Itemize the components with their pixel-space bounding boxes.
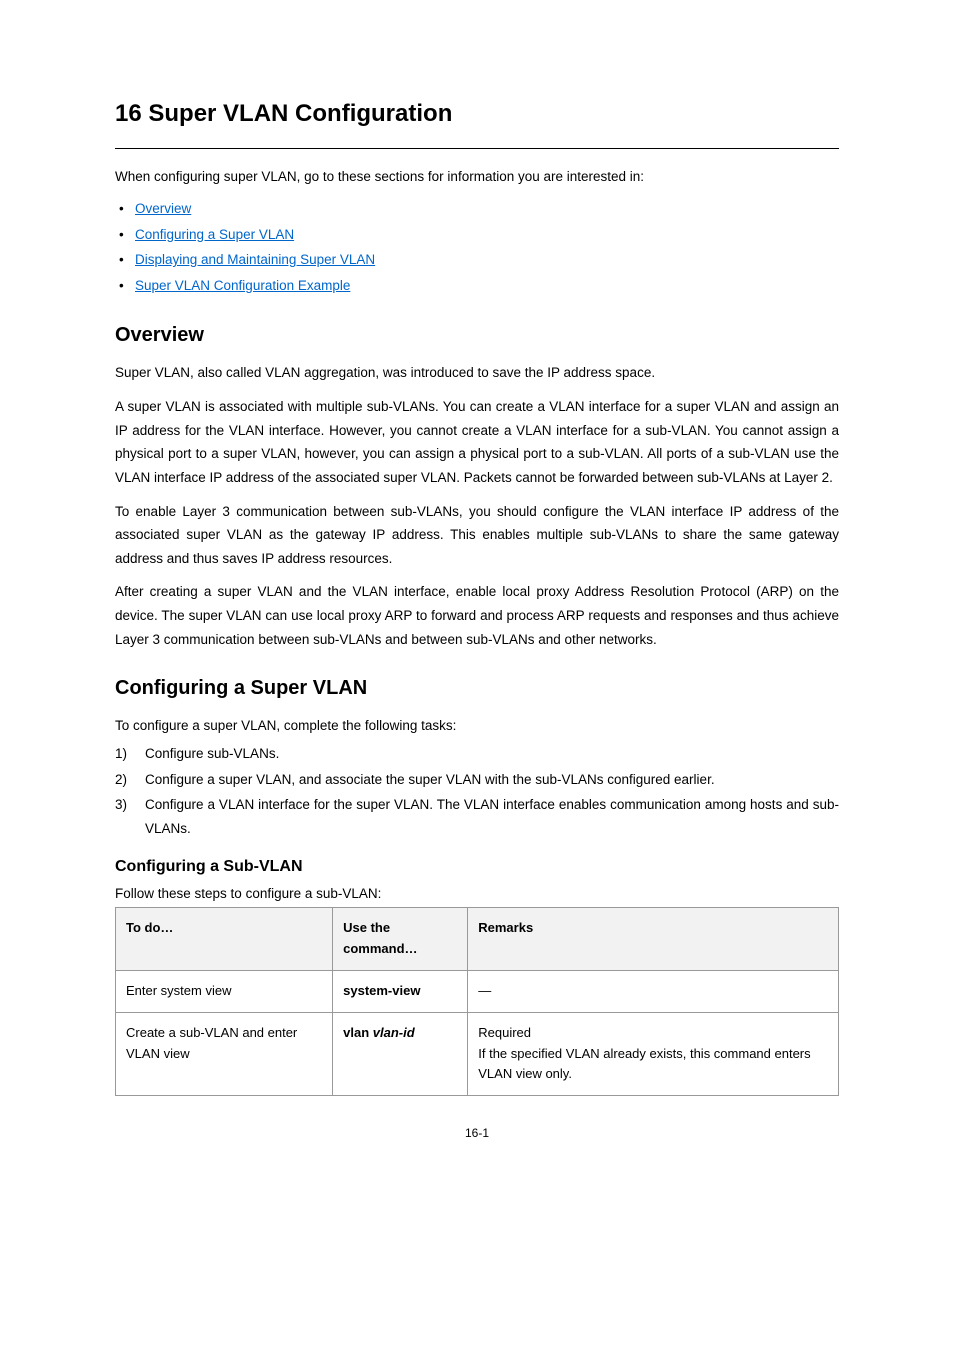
step-item: 1) Configure sub-VLANs.: [115, 742, 839, 766]
step-item: 2) Configure a super VLAN, and associate …: [115, 768, 839, 792]
cell-todo: Enter system view: [116, 971, 333, 1013]
configuring-lead: To configure a super VLAN, complete the …: [115, 714, 839, 738]
intro-text: When configuring super VLAN, go to these…: [115, 167, 839, 188]
step-num: 2): [115, 768, 127, 792]
toc-link-example[interactable]: Super VLAN Configuration Example: [135, 278, 350, 293]
cell-remarks: Required If the specified VLAN already e…: [468, 1012, 839, 1095]
overview-p3: To enable Layer 3 communication between …: [115, 500, 839, 571]
cell-remarks: —: [468, 971, 839, 1013]
table-row: Enter system view system-view —: [116, 971, 839, 1013]
steps-list: 1) Configure sub-VLANs. 2) Configure a sup…: [115, 742, 839, 841]
overview-p4: After creating a super VLAN and the VLAN…: [115, 580, 839, 651]
cell-todo: Create a sub-VLAN and enter VLAN view: [116, 1012, 333, 1095]
toc-link-configuring[interactable]: Configuring a Super VLAN: [135, 227, 294, 242]
th-remarks: Remarks: [468, 908, 839, 971]
cell-command: system-view: [333, 971, 468, 1013]
configuring-heading: Configuring a Super VLAN: [115, 677, 839, 700]
cell-command: vlan vlan-id: [333, 1012, 468, 1095]
toc-link-displaying[interactable]: Displaying and Maintaining Super VLAN: [135, 252, 375, 267]
page-number: 16-1: [115, 1126, 839, 1140]
step-item: 3) Configure a VLAN interface for the sup…: [115, 793, 839, 840]
toc-item: Overview: [115, 196, 839, 222]
step-num: 1): [115, 742, 127, 766]
table-row: Create a sub-VLAN and enter VLAN view vl…: [116, 1012, 839, 1095]
subvlan-lead: Follow these steps to configure a sub-VL…: [115, 886, 839, 901]
toc-link-overview[interactable]: Overview: [135, 201, 191, 216]
step-num: 3): [115, 793, 127, 817]
overview-heading: Overview: [115, 324, 839, 347]
subvlan-heading: Configuring a Sub-VLAN: [115, 858, 839, 876]
th-todo: To do…: [116, 908, 333, 971]
chapter-title: 16 Super VLAN Configuration: [115, 100, 839, 128]
toc-item: Configuring a Super VLAN: [115, 222, 839, 248]
toc-list: Overview Configuring a Super VLAN Displa…: [115, 196, 839, 299]
step-text: Configure a VLAN interface for the super…: [145, 797, 839, 836]
divider: [115, 148, 839, 149]
toc-item: Displaying and Maintaining Super VLAN: [115, 247, 839, 273]
th-command: Use the command…: [333, 908, 468, 971]
overview-p1: Super VLAN, also called VLAN aggregation…: [115, 361, 839, 385]
step-text: Configure a super VLAN, and associate th…: [145, 772, 715, 787]
overview-p2: A super VLAN is associated with multiple…: [115, 395, 839, 490]
step-text: Configure sub-VLANs.: [145, 746, 279, 761]
toc-item: Super VLAN Configuration Example: [115, 273, 839, 299]
subvlan-table: To do… Use the command… Remarks Enter sy…: [115, 907, 839, 1096]
